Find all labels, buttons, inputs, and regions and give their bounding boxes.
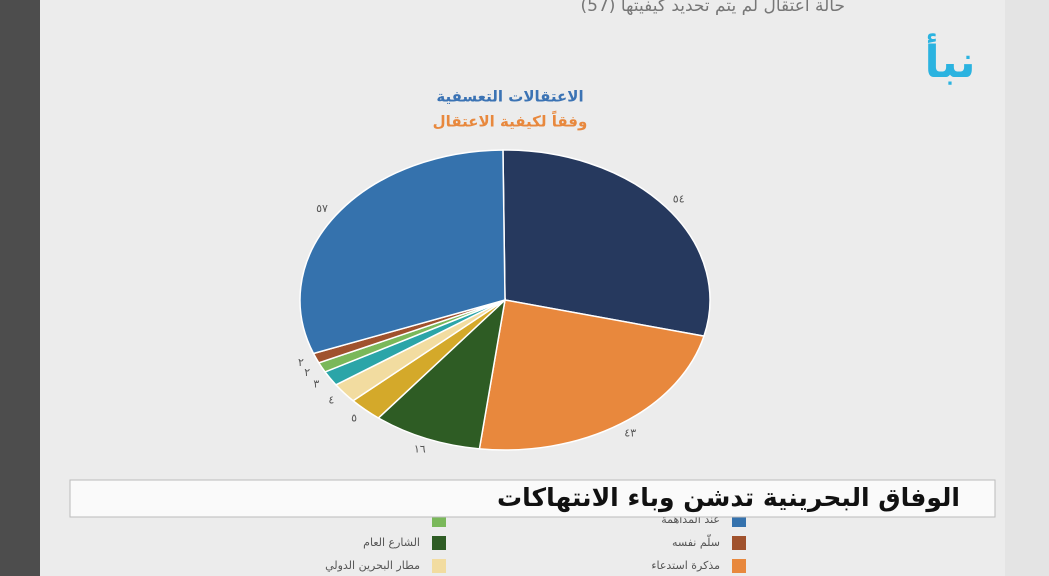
legend-label: الشارع العام: [363, 536, 420, 549]
chart-subtitle: وفقاً لكيفية الاعتقال: [433, 110, 588, 130]
data-label: ٤٣: [624, 427, 636, 440]
pie-slice: [299, 149, 506, 355]
side-panel: [1005, 0, 1049, 576]
legend-label: سلّم نفسه: [672, 534, 720, 549]
data-label: ٢: [298, 356, 304, 369]
data-label: ١٦: [414, 443, 426, 456]
data-label: ٥٤: [673, 193, 685, 206]
data-label: ٤: [328, 393, 334, 406]
data-label: ٥٧: [316, 202, 328, 215]
ticker-bar: [69, 479, 996, 518]
chart-title: الاعتقالات التعسفية: [436, 88, 583, 106]
legend-swatch: [732, 536, 746, 550]
legend-label: مطار البحرين الدولي: [325, 559, 420, 572]
legend-swatch: [732, 559, 746, 573]
ticker-text: الوفاق البحرينية تدشن وباء الانتهاكات: [497, 483, 960, 513]
data-label: ٥: [351, 412, 357, 425]
legend-label: مذكرة استدعاء: [651, 559, 720, 572]
header-note: (57) حالة اعتقال لم يتم تحديد كيفيتها: [581, 0, 846, 16]
legend-swatch: [432, 536, 446, 550]
data-label: ٣: [313, 378, 319, 391]
pie-slice: [377, 297, 507, 450]
legend-swatch: [432, 559, 446, 573]
data-label: ٢: [304, 366, 310, 379]
pie-slice: [478, 299, 705, 451]
pie-slice: [502, 149, 711, 337]
channel-logo: نبأ: [924, 33, 975, 88]
